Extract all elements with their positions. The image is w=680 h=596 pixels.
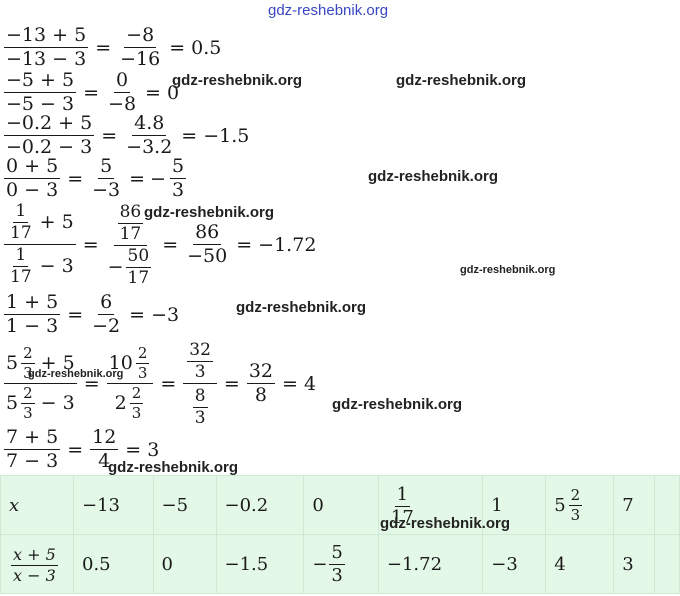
table-cell: −0.2 [215, 475, 305, 535]
watermark: gdz-reshebnik.org [380, 515, 511, 532]
watermark: gdz-reshebnik.org [236, 299, 367, 316]
equation-3: −0.2 + 5 −0.2 − 3 = 4.8 −3.2 = −1.5 [4, 112, 250, 158]
watermark: gdz-reshebnik.org [368, 168, 499, 185]
table-cell [654, 534, 680, 594]
table-cell: −1.5 [215, 534, 305, 594]
result: = −3 [129, 303, 180, 326]
table-cell [654, 475, 680, 535]
equation-2: −5 + 5 −5 − 3 = 0 −8 = 0 [4, 69, 180, 115]
table-cell: 0.5 [73, 534, 154, 594]
result: = −1.5 [181, 124, 250, 147]
watermark: gdz-reshebnik.org [460, 264, 556, 276]
table-cell: 0 [303, 475, 379, 535]
row-label-x: x [0, 475, 74, 535]
watermark: gdz-reshebnik.org [396, 72, 527, 89]
watermark: gdz-reshebnik.org [172, 72, 303, 89]
result: = 0.5 [169, 36, 222, 59]
table-cell: −3 [482, 534, 547, 594]
result: = 3 [125, 438, 160, 461]
watermark: gdz-reshebnik.org [144, 204, 275, 221]
result: = 0 [145, 81, 180, 104]
fraction: −13 + 5 −13 − 3 [4, 24, 89, 70]
table-cell: 4 [545, 534, 615, 594]
watermark: gdz-reshebnik.org [332, 396, 463, 413]
watermark-top: gdz-reshebnik.org [268, 2, 389, 19]
result: = 4 [282, 372, 317, 395]
equation-5: 1 17 + 5 1 17 − 3 = 86 17 −50 17 = 86 −50 = −… [2, 202, 321, 287]
table-cell: −5 [152, 475, 217, 535]
watermark: gdz-reshebnik.org [108, 459, 239, 476]
watermark: gdz-reshebnik.org [28, 368, 124, 380]
result: = −1.72 [236, 233, 317, 256]
table-cell-fraction: −5 3 [303, 534, 379, 594]
table-cell: 7 [613, 475, 656, 535]
table-cell: −13 [73, 475, 154, 535]
fraction: −8 −16 [120, 24, 161, 70]
table-cell: 3 [613, 534, 656, 594]
table-cell-fraction: 1 17 [377, 475, 484, 535]
table-cell: −1.72 [377, 534, 484, 594]
equation-1: −13 + 5 −13 − 3 = −8 −16 = 0.5 [4, 24, 222, 70]
table-cell: 0 [152, 534, 217, 594]
